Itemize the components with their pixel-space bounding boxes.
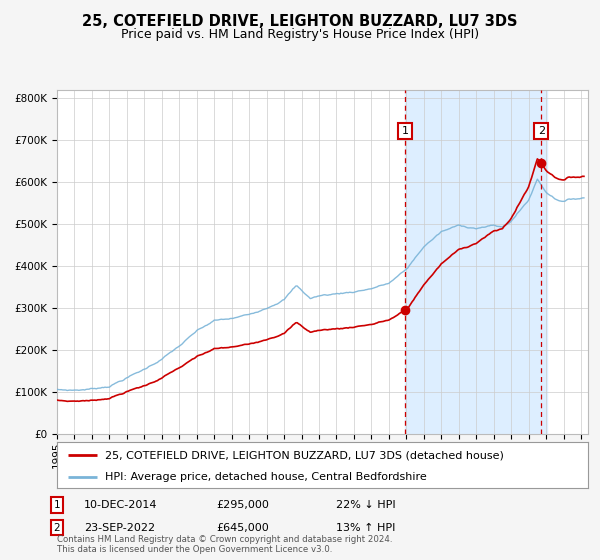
Text: Contains HM Land Registry data © Crown copyright and database right 2024.
This d: Contains HM Land Registry data © Crown c…	[57, 535, 392, 554]
Text: 22% ↓ HPI: 22% ↓ HPI	[336, 500, 395, 510]
Text: 2: 2	[538, 126, 545, 136]
Text: 25, COTEFIELD DRIVE, LEIGHTON BUZZARD, LU7 3DS: 25, COTEFIELD DRIVE, LEIGHTON BUZZARD, L…	[82, 14, 518, 29]
Text: HPI: Average price, detached house, Central Bedfordshire: HPI: Average price, detached house, Cent…	[105, 472, 427, 482]
Text: 10-DEC-2014: 10-DEC-2014	[84, 500, 157, 510]
Text: 1: 1	[402, 126, 409, 136]
Bar	[405, 90, 547, 434]
Text: Price paid vs. HM Land Registry's House Price Index (HPI): Price paid vs. HM Land Registry's House …	[121, 28, 479, 41]
Text: 2: 2	[53, 522, 61, 533]
Text: 25, COTEFIELD DRIVE, LEIGHTON BUZZARD, LU7 3DS (detached house): 25, COTEFIELD DRIVE, LEIGHTON BUZZARD, L…	[105, 450, 503, 460]
Text: 13% ↑ HPI: 13% ↑ HPI	[336, 522, 395, 533]
Text: 23-SEP-2022: 23-SEP-2022	[84, 522, 155, 533]
Text: £645,000: £645,000	[216, 522, 269, 533]
Text: £295,000: £295,000	[216, 500, 269, 510]
Text: 1: 1	[53, 500, 61, 510]
